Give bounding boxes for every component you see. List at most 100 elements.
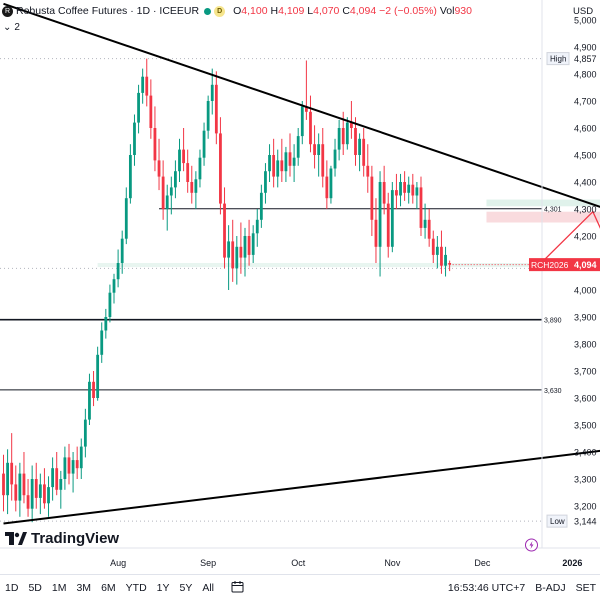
candle-body[interactable] [72,460,75,474]
candle-body[interactable] [415,187,418,195]
candle-body[interactable] [379,182,382,247]
candle-body[interactable] [92,382,95,398]
candle-body[interactable] [354,128,357,155]
candle-body[interactable] [129,155,132,198]
candle-body[interactable] [104,317,107,331]
candle-body[interactable] [444,255,447,266]
candle-body[interactable] [317,144,320,155]
candle-body[interactable] [403,182,406,193]
candle-body[interactable] [260,193,263,220]
candle-body[interactable] [223,204,226,258]
candle-body[interactable] [39,484,42,498]
candle-body[interactable] [407,185,410,193]
candle-body[interactable] [252,233,255,255]
candle-body[interactable] [432,239,435,255]
candle-body[interactable] [154,128,157,160]
candle-body[interactable] [63,457,66,479]
indicators-toggle[interactable]: ⌄ 2 [3,22,20,33]
candle-body[interactable] [199,158,202,180]
candle-body[interactable] [346,123,349,145]
candle-body[interactable] [170,187,173,195]
candle-body[interactable] [137,93,140,123]
candle-body[interactable] [338,128,341,150]
candle-body[interactable] [76,460,79,468]
candle-body[interactable] [194,179,197,193]
candle-body[interactable] [325,177,328,199]
candle-body[interactable] [248,236,251,255]
session-toggle[interactable]: SET [576,582,596,594]
candle-body[interactable] [301,106,304,136]
candle-body[interactable] [227,241,230,257]
candle-body[interactable] [428,220,431,239]
candle-body[interactable] [289,152,292,166]
timeframe-ytd[interactable]: YTD [121,582,152,594]
candle-body[interactable] [96,355,99,398]
interval-label[interactable]: 1D [137,5,150,17]
candle-body[interactable] [215,85,218,134]
candle-body[interactable] [370,177,373,220]
candle-body[interactable] [395,190,398,195]
candle-body[interactable] [100,331,103,355]
candle-body[interactable] [125,198,128,239]
candle-body[interactable] [121,239,124,263]
candle-body[interactable] [264,171,267,193]
candle-body[interactable] [207,101,210,131]
candle-body[interactable] [440,247,443,266]
candle-body[interactable] [14,484,17,500]
candle-body[interactable] [68,457,71,473]
timeframe-5y[interactable]: 5Y [175,582,198,594]
candle-body[interactable] [280,160,283,171]
candle-body[interactable] [276,160,279,176]
candle-body[interactable] [109,293,112,317]
candle-body[interactable] [166,196,169,210]
candle-body[interactable] [297,136,300,158]
candle-body[interactable] [272,155,275,177]
price-chart[interactable]: 3,2003,3003,4003,5003,6003,7003,8003,900… [0,0,600,574]
candle-body[interactable] [55,468,58,490]
candle-body[interactable] [6,463,9,495]
timeframe-all[interactable]: All [197,582,219,594]
candle-body[interactable] [424,220,427,228]
calendar-range-icon[interactable] [231,580,244,596]
candle-body[interactable] [334,150,337,169]
candle-body[interactable] [158,160,161,176]
candle-body[interactable] [342,128,345,144]
candle-body[interactable] [186,163,189,182]
candle-body[interactable] [10,463,13,485]
candle-body[interactable] [59,479,62,490]
candle-body[interactable] [211,85,214,101]
candle-body[interactable] [362,139,365,166]
candle-body[interactable] [293,158,296,166]
timeframe-1y[interactable]: 1Y [152,582,175,594]
candle-body[interactable] [285,152,288,171]
candle-body[interactable] [231,241,234,268]
candle-body[interactable] [178,150,181,172]
candle-body[interactable] [244,236,247,258]
candle-body[interactable] [383,182,386,204]
timeframe-5d[interactable]: 5D [23,582,46,594]
candle-body[interactable] [47,487,50,503]
candle-body[interactable] [133,123,136,155]
candle-body[interactable] [51,468,54,487]
candle-body[interactable] [235,247,238,269]
candle-body[interactable] [330,169,333,199]
candle-body[interactable] [436,247,439,255]
clock-time[interactable]: 16:53:46 UTC+7 [448,582,525,594]
candle-body[interactable] [203,131,206,158]
timeframe-6m[interactable]: 6M [96,582,121,594]
candle-body[interactable] [375,220,378,247]
candle-body[interactable] [411,185,414,196]
candle-body[interactable] [31,479,34,509]
candle-body[interactable] [174,171,177,187]
candle-body[interactable] [35,479,38,498]
candle-body[interactable] [18,474,21,501]
candle-body[interactable] [43,484,46,503]
candle-body[interactable] [88,382,91,420]
candle-body[interactable] [239,247,242,258]
candle-body[interactable] [145,77,148,96]
candle-body[interactable] [80,447,83,469]
tradingview-logo[interactable]: TradingView [5,530,119,547]
adjustment-toggle[interactable]: B-ADJ [535,582,565,594]
candle-body[interactable] [309,112,312,144]
candle-body[interactable] [387,204,390,247]
